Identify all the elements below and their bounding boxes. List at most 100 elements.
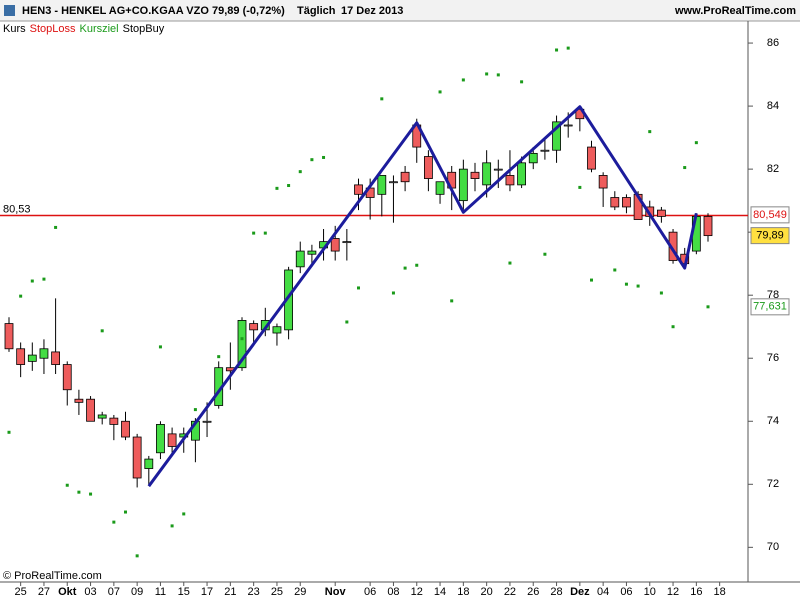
target-dot <box>193 408 197 412</box>
target-dot <box>298 170 302 174</box>
site: www.ProRealTime.com <box>674 5 796 17</box>
x-tick-label: 10 <box>644 586 656 598</box>
candle-body <box>505 175 515 186</box>
candle-body <box>86 398 95 422</box>
target-dot <box>310 158 314 162</box>
x-tick-label: 06 <box>364 586 376 598</box>
candle-body <box>482 162 492 186</box>
target-dot <box>42 277 46 281</box>
candle-body <box>121 420 130 438</box>
candle-body <box>470 171 480 179</box>
target-dot <box>287 184 291 188</box>
candle-body <box>295 250 305 268</box>
candle-body <box>610 197 620 208</box>
target-dot <box>648 130 652 134</box>
symbol: HEN3 - HENKEL AG+CO.KGAA VZO <box>22 5 209 17</box>
target-dot <box>683 166 687 170</box>
target-dot <box>100 329 104 333</box>
candle-body <box>156 424 165 454</box>
target-dot <box>403 266 407 270</box>
footer: © ProRealTime.com <box>3 570 102 582</box>
candle-body <box>400 171 410 183</box>
candle-body <box>4 323 14 350</box>
candle-body <box>202 420 212 423</box>
legend-entry: StopLoss <box>30 23 76 35</box>
candle-body <box>39 348 49 359</box>
target-dot <box>496 73 500 77</box>
x-tick-label: 07 <box>108 586 120 598</box>
target-dot <box>19 294 23 298</box>
x-tick-label: 15 <box>178 586 190 598</box>
candle-body <box>62 364 72 391</box>
x-tick-label: 26 <box>527 586 539 598</box>
candle-body <box>622 197 631 208</box>
target-dot <box>89 492 93 496</box>
target-dot <box>30 279 34 283</box>
target-dot <box>590 278 593 282</box>
x-tick-label: 25 <box>271 586 283 598</box>
target-dot <box>112 520 116 524</box>
target-dot <box>508 261 512 265</box>
candle-body <box>552 121 561 151</box>
candle-body <box>132 436 142 479</box>
candle-body <box>51 351 60 365</box>
target-dot <box>659 291 663 295</box>
candle-body <box>458 168 468 202</box>
target-dot <box>54 225 58 229</box>
x-tick-label: Okt <box>58 586 77 598</box>
target-dot <box>158 345 162 349</box>
target-dot <box>252 231 256 235</box>
target-dot <box>65 483 69 487</box>
x-tick-label: 12 <box>667 586 679 598</box>
x-tick-label: 09 <box>131 586 143 598</box>
y-tick-label: 72 <box>767 478 779 490</box>
candle-body <box>237 320 247 369</box>
last-value-box <box>750 227 790 245</box>
x-tick-label: 23 <box>248 586 260 598</box>
period: Täglich <box>297 5 336 17</box>
target-dot <box>461 78 465 82</box>
candle-body <box>330 238 340 252</box>
candle-body <box>97 414 107 419</box>
candle-body <box>377 175 387 195</box>
candle-body <box>540 149 550 152</box>
target-dot <box>345 320 349 324</box>
candle-body <box>354 184 363 195</box>
target-dot <box>566 46 570 50</box>
candle-body <box>657 209 666 217</box>
target-dot <box>415 263 419 267</box>
y-tick-label: 70 <box>767 541 779 553</box>
x-tick-label: 28 <box>550 586 562 598</box>
candle-body <box>517 162 526 186</box>
x-tick-label: Dez <box>570 586 590 598</box>
y-tick-label: 82 <box>767 163 779 175</box>
last-value-label: 80,549 <box>753 209 787 221</box>
x-tick-label: 12 <box>411 586 423 598</box>
candle-body <box>703 216 713 237</box>
x-tick-label: 03 <box>84 586 96 598</box>
x-tick-label: 20 <box>481 586 493 598</box>
x-tick-label: 27 <box>38 586 50 598</box>
target-dot <box>357 286 360 290</box>
target-dot <box>240 337 244 341</box>
x-tick-label: 11 <box>155 586 166 598</box>
x-tick-label: 06 <box>620 586 632 598</box>
target-dot <box>380 97 384 101</box>
candle-body <box>144 458 154 469</box>
target-dot <box>613 268 617 272</box>
legend-entry: StopBuy <box>123 23 165 35</box>
x-tick-label: 18 <box>457 586 469 598</box>
legend-entry: Kurs <box>3 23 26 35</box>
date: 17 Dez 2013 <box>341 5 403 17</box>
target-dot <box>555 48 559 52</box>
target-dot <box>706 305 710 309</box>
legend-entry: Kursziel <box>80 23 119 35</box>
y-tick-label: 86 <box>767 37 779 49</box>
x-tick-label: 25 <box>15 586 27 598</box>
target-dot <box>485 72 489 76</box>
candle-body <box>249 323 259 331</box>
target-dot <box>135 554 139 558</box>
candle-body <box>587 146 596 170</box>
target-dot <box>636 284 640 288</box>
